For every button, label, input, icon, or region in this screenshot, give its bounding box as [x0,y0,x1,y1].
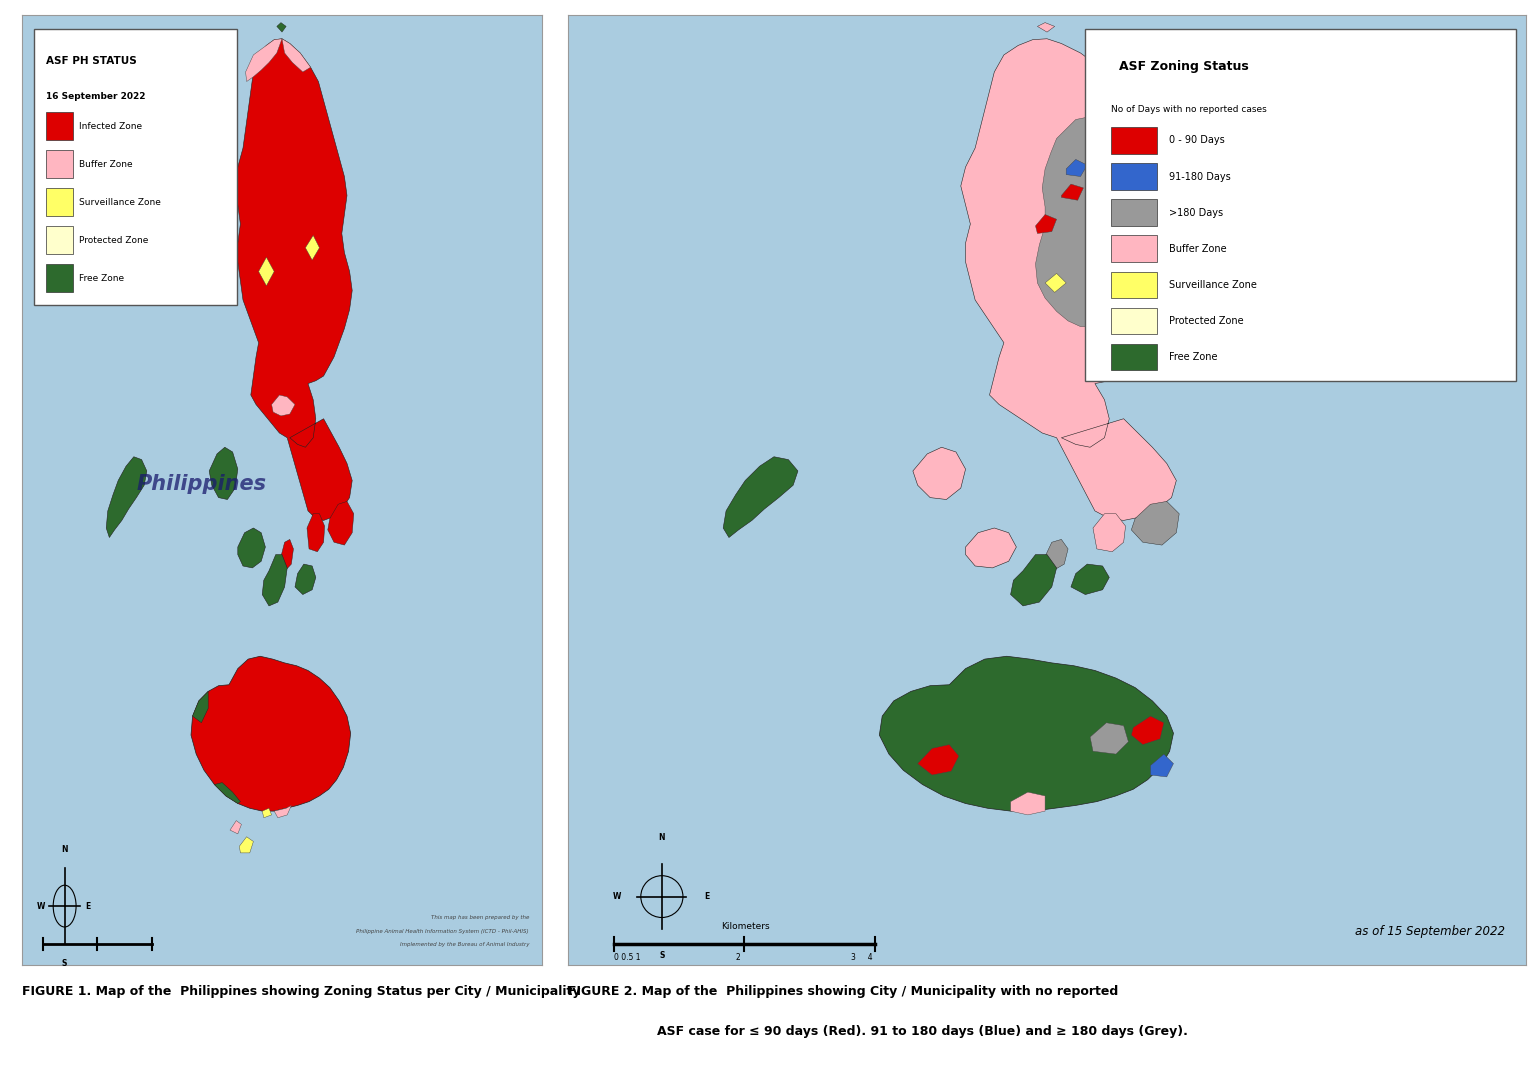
Text: Buffer Zone: Buffer Zone [1169,243,1226,254]
Text: S: S [61,959,68,968]
Polygon shape [295,564,316,594]
Polygon shape [276,23,286,33]
Polygon shape [1044,274,1066,292]
Text: S: S [659,951,665,960]
Polygon shape [723,457,797,538]
Text: Surveillance Zone: Surveillance Zone [80,198,161,206]
Text: This map has been prepared by the: This map has been prepared by the [430,915,528,921]
Text: 0 - 90 Days: 0 - 90 Days [1169,136,1224,146]
Text: 3     4: 3 4 [851,954,872,962]
Text: 16 September 2022: 16 September 2022 [46,91,146,101]
Polygon shape [1061,185,1083,200]
Polygon shape [1035,215,1057,233]
FancyBboxPatch shape [46,188,74,216]
FancyBboxPatch shape [1111,307,1157,334]
Polygon shape [912,447,966,500]
FancyBboxPatch shape [46,112,74,140]
Polygon shape [307,514,324,552]
FancyBboxPatch shape [1111,127,1157,154]
Text: ASF case for ≤ 90 days (Red). 91 to 180 days (Blue) and ≥ 180 days (Grey).: ASF case for ≤ 90 days (Red). 91 to 180 … [657,1025,1187,1038]
Polygon shape [1011,555,1057,606]
Polygon shape [966,528,1017,568]
Text: Buffer Zone: Buffer Zone [80,160,132,168]
Polygon shape [879,656,1174,811]
FancyBboxPatch shape [1111,343,1157,370]
Polygon shape [1091,723,1129,754]
Polygon shape [209,447,238,500]
Text: Free Zone: Free Zone [80,274,124,282]
Polygon shape [280,540,293,571]
Polygon shape [1132,502,1180,545]
Polygon shape [235,39,352,520]
Polygon shape [1094,514,1126,552]
Text: ASF PH STATUS: ASF PH STATUS [46,56,137,66]
FancyBboxPatch shape [46,264,74,292]
Polygon shape [917,745,958,775]
Polygon shape [1066,160,1087,177]
Text: W: W [37,901,46,910]
Polygon shape [263,808,272,818]
Polygon shape [327,502,353,545]
FancyBboxPatch shape [1086,29,1516,381]
Polygon shape [1037,23,1055,33]
Text: as of 15 September 2022: as of 15 September 2022 [1355,924,1505,937]
Polygon shape [263,555,287,606]
Polygon shape [275,806,292,818]
Text: 2: 2 [736,954,740,962]
FancyBboxPatch shape [1111,236,1157,262]
Polygon shape [1035,115,1147,327]
Text: Infected Zone: Infected Zone [80,122,143,130]
Text: 0 0.5 1: 0 0.5 1 [614,954,641,962]
Polygon shape [1086,231,1106,251]
Text: E: E [703,892,710,901]
Text: N: N [659,833,665,843]
Text: >180 Days: >180 Days [1169,207,1223,217]
Polygon shape [283,39,310,72]
Text: Philippine Animal Health Information System (ICTD - Phil-AHIS): Philippine Animal Health Information Sys… [356,929,528,934]
Text: FIGURE 1. Map of the  Philippines showing Zoning Status per City / Municipality: FIGURE 1. Map of the Philippines showing… [22,985,581,998]
Polygon shape [1011,792,1044,814]
Polygon shape [230,821,241,834]
Text: FIGURE 2. Map of the  Philippines showing City / Municipality with no reported: FIGURE 2. Map of the Philippines showing… [568,985,1118,998]
Text: N: N [61,845,68,854]
Text: Protected Zone: Protected Zone [80,236,149,244]
Text: Surveillance Zone: Surveillance Zone [1169,280,1256,290]
Text: Kilometers: Kilometers [720,922,770,931]
Polygon shape [246,39,283,81]
Polygon shape [238,528,266,568]
FancyBboxPatch shape [1111,272,1157,298]
Text: W: W [613,892,622,901]
Polygon shape [1071,564,1109,594]
Text: ASF Zoning Status: ASF Zoning Status [1118,60,1249,73]
Polygon shape [106,457,147,538]
FancyBboxPatch shape [1111,200,1157,226]
Polygon shape [962,39,1177,520]
Polygon shape [215,783,241,804]
Text: Implemented by the Bureau of Animal Industry: Implemented by the Bureau of Animal Indu… [399,942,528,947]
FancyBboxPatch shape [1111,163,1157,190]
Polygon shape [240,836,253,853]
Polygon shape [1043,540,1068,571]
Polygon shape [258,257,275,286]
FancyBboxPatch shape [46,226,74,254]
Text: Protected Zone: Protected Zone [1169,316,1243,326]
Polygon shape [272,395,295,416]
Polygon shape [1114,290,1134,307]
Polygon shape [306,236,319,261]
Text: Philippines: Philippines [137,473,266,494]
Polygon shape [1150,754,1174,776]
FancyBboxPatch shape [46,150,74,178]
Text: E: E [86,901,91,910]
Polygon shape [1132,716,1164,745]
Text: 91-180 Days: 91-180 Days [1169,172,1230,181]
FancyBboxPatch shape [34,29,237,305]
Text: Free Zone: Free Zone [1169,352,1217,362]
Polygon shape [190,656,350,811]
Polygon shape [192,692,209,723]
Text: No of Days with no reported cases: No of Days with no reported cases [1111,105,1267,114]
